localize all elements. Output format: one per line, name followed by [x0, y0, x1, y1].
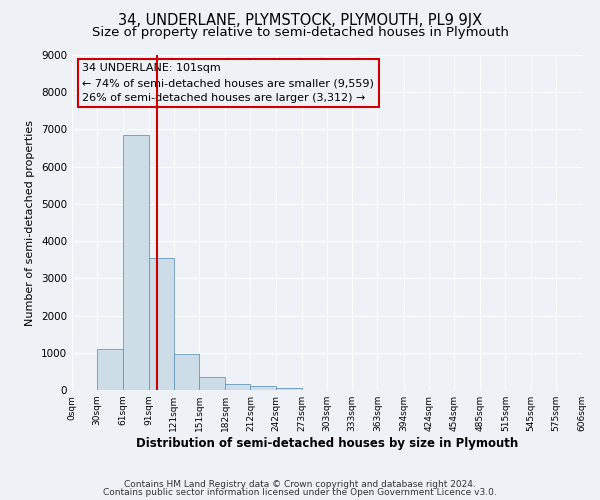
Bar [174, 354, 199, 390]
Y-axis label: Number of semi-detached properties: Number of semi-detached properties [25, 120, 35, 326]
Text: Contains HM Land Registry data © Crown copyright and database right 2024.: Contains HM Land Registry data © Crown c… [124, 480, 476, 489]
X-axis label: Distribution of semi-detached houses by size in Plymouth: Distribution of semi-detached houses by … [136, 437, 518, 450]
Text: 34, UNDERLANE, PLYMSTOCK, PLYMOUTH, PL9 9JX: 34, UNDERLANE, PLYMSTOCK, PLYMOUTH, PL9 … [118, 12, 482, 28]
Text: Size of property relative to semi-detached houses in Plymouth: Size of property relative to semi-detach… [92, 26, 508, 39]
Bar [275, 388, 302, 390]
Text: 34 UNDERLANE: 101sqm
← 74% of semi-detached houses are smaller (9,559)
26% of se: 34 UNDERLANE: 101sqm ← 74% of semi-detac… [82, 64, 374, 103]
Bar [97, 349, 124, 390]
Text: Contains public sector information licensed under the Open Government Licence v3: Contains public sector information licen… [103, 488, 497, 497]
Bar [124, 135, 149, 390]
Bar [149, 258, 174, 390]
Bar [250, 386, 275, 390]
Bar [225, 384, 250, 390]
Bar [199, 378, 225, 390]
